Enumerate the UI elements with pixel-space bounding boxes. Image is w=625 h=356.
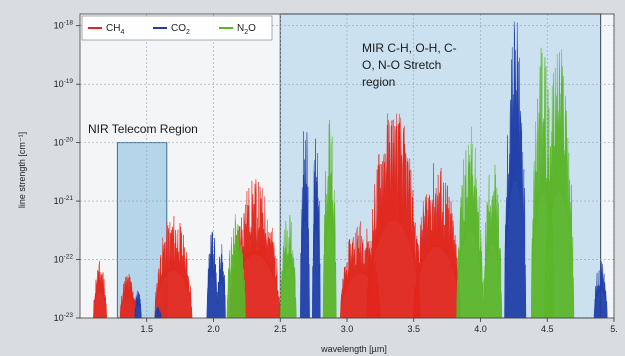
legend-label-subscript: 4 bbox=[120, 29, 124, 36]
y-tick-label: 10-20 bbox=[54, 137, 74, 148]
x-axis: 1.5 2.0 2.5 3.0 3.5 4.0 4.5 5. bbox=[140, 318, 618, 334]
mir-label-line-2: O, N-O Stretch bbox=[362, 58, 441, 72]
y-tick-base: 10 bbox=[54, 313, 64, 323]
band-co2 bbox=[206, 231, 218, 319]
x-tick-label: 4.5 bbox=[541, 324, 554, 334]
band-ch4 bbox=[119, 274, 137, 319]
y-tick-exponent: -18 bbox=[64, 20, 74, 27]
legend: CH4 CO2 N2O bbox=[81, 15, 273, 41]
y-tick-exponent: -21 bbox=[64, 195, 74, 202]
legend-label-tail: O bbox=[248, 23, 256, 34]
legend-label-ch4: CH4 bbox=[106, 23, 124, 36]
y-tick-exponent: -22 bbox=[64, 254, 74, 261]
band-ch4 bbox=[154, 216, 193, 319]
x-tick-label: 2.0 bbox=[207, 324, 220, 334]
band-co2 bbox=[312, 138, 321, 319]
mir-label-line-3: region bbox=[362, 75, 395, 89]
x-axis-title: wavelength [µm] bbox=[320, 344, 387, 354]
band-co2 bbox=[504, 21, 527, 319]
band-co2 bbox=[300, 131, 310, 319]
legend-label-subscript: 2 bbox=[244, 29, 248, 36]
band-n2o bbox=[280, 214, 297, 319]
y-tick-label: 10-18 bbox=[54, 20, 74, 31]
band-ch4 bbox=[93, 260, 107, 319]
x-tick-label: 2.5 bbox=[274, 324, 287, 334]
y-tick-base: 10 bbox=[54, 255, 64, 265]
y-tick-label: 10-23 bbox=[54, 312, 74, 323]
x-tick-label: 3.5 bbox=[407, 324, 420, 334]
x-tick-label: 4.0 bbox=[474, 324, 487, 334]
y-tick-label: 10-21 bbox=[54, 195, 74, 206]
band-ch4 bbox=[366, 113, 421, 319]
y-tick-exponent: -20 bbox=[64, 137, 74, 144]
legend-label-co2: CO2 bbox=[171, 23, 190, 36]
nir-region-label: NIR Telecom Region bbox=[88, 122, 198, 136]
y-tick-base: 10 bbox=[54, 138, 64, 148]
band-n2o bbox=[456, 126, 484, 319]
band-n2o bbox=[322, 120, 337, 319]
y-tick-exponent: -19 bbox=[64, 78, 74, 85]
legend-label-main: N bbox=[237, 23, 244, 34]
x-tick-label: 3.0 bbox=[341, 324, 354, 334]
spectral-bands-layer bbox=[93, 21, 608, 319]
y-tick-base: 10 bbox=[54, 21, 64, 31]
legend-label-main: CO bbox=[171, 23, 186, 34]
band-co2 bbox=[134, 290, 142, 319]
y-tick-base: 10 bbox=[54, 196, 64, 206]
band-n2o bbox=[482, 164, 503, 319]
mir-label-line-1: MIR C-H, O-H, C- bbox=[362, 41, 457, 55]
y-tick-label: 10-19 bbox=[54, 78, 74, 89]
band-co2 bbox=[593, 261, 608, 319]
y-tick-label: 10-22 bbox=[54, 254, 74, 265]
band-co2 bbox=[154, 306, 162, 319]
legend-label-subscript: 2 bbox=[186, 29, 190, 36]
x-tick-label: 1.5 bbox=[140, 324, 153, 334]
y-axis-title: line strength [cm⁻¹] bbox=[17, 132, 27, 208]
mir-region-label: MIR C-H, O-H, C- O, N-O Stretch region bbox=[362, 41, 460, 89]
legend-box bbox=[81, 15, 273, 41]
legend-label-main: CH bbox=[106, 23, 120, 34]
band-ch4 bbox=[413, 163, 461, 319]
y-tick-exponent: -23 bbox=[64, 312, 74, 319]
band-co2 bbox=[217, 244, 226, 319]
x-tick-label: 5. bbox=[610, 324, 618, 334]
band-n2o bbox=[226, 214, 246, 319]
legend-label-n2o: N2O bbox=[237, 23, 256, 36]
band-n2o bbox=[544, 49, 575, 319]
y-tick-base: 10 bbox=[54, 79, 64, 89]
